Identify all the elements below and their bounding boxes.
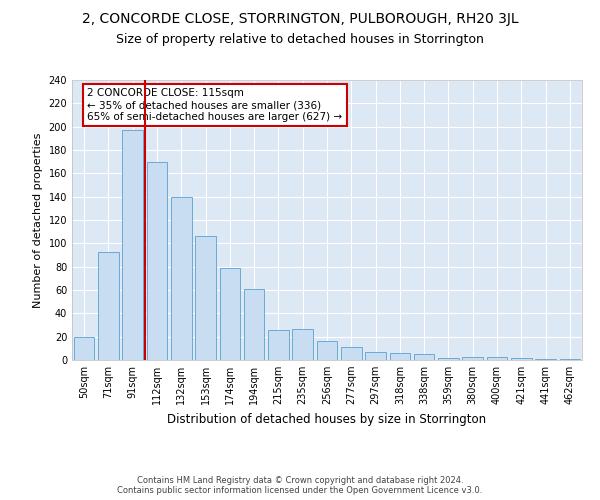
X-axis label: Distribution of detached houses by size in Storrington: Distribution of detached houses by size … [167, 412, 487, 426]
Bar [511, 358, 532, 360]
Bar [244, 289, 265, 360]
Bar [268, 330, 289, 360]
Bar [341, 347, 362, 360]
Bar [438, 358, 459, 360]
Bar [171, 196, 191, 360]
Bar [414, 354, 434, 360]
Bar [195, 236, 216, 360]
Text: Contains HM Land Registry data © Crown copyright and database right 2024.
Contai: Contains HM Land Registry data © Crown c… [118, 476, 482, 495]
Bar [487, 356, 508, 360]
Y-axis label: Number of detached properties: Number of detached properties [33, 132, 43, 308]
Bar [535, 359, 556, 360]
Text: Size of property relative to detached houses in Storrington: Size of property relative to detached ho… [116, 32, 484, 46]
Text: 2, CONCORDE CLOSE, STORRINGTON, PULBOROUGH, RH20 3JL: 2, CONCORDE CLOSE, STORRINGTON, PULBOROU… [82, 12, 518, 26]
Bar [389, 353, 410, 360]
Bar [560, 359, 580, 360]
Bar [463, 356, 483, 360]
Bar [98, 252, 119, 360]
Bar [365, 352, 386, 360]
Bar [292, 328, 313, 360]
Bar [317, 342, 337, 360]
Bar [74, 336, 94, 360]
Bar [146, 162, 167, 360]
Bar [122, 130, 143, 360]
Bar [220, 268, 240, 360]
Text: 2 CONCORDE CLOSE: 115sqm
← 35% of detached houses are smaller (336)
65% of semi-: 2 CONCORDE CLOSE: 115sqm ← 35% of detach… [88, 88, 343, 122]
